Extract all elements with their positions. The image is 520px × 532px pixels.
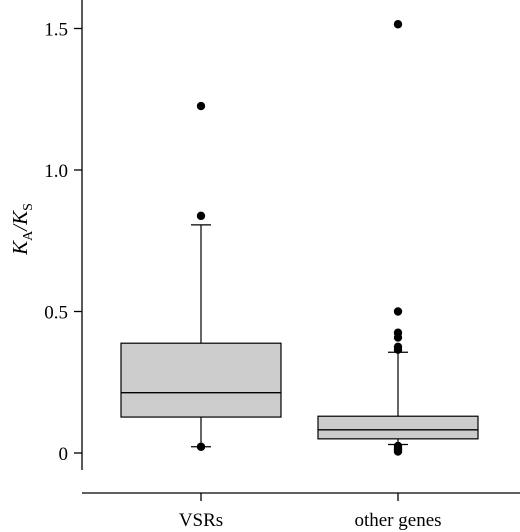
box-iqr: [317, 415, 479, 440]
x-tick-label: VSRs: [179, 510, 223, 531]
y-axis: 0 0.5 1.0 1.5: [44, 0, 83, 470]
y-tick-label: 0.5: [44, 303, 68, 324]
outlier-point: [393, 342, 403, 352]
outlier-point: [393, 328, 403, 337]
y-axis-label: KA/KS: [8, 203, 36, 256]
y-tick-label: 0: [59, 444, 69, 465]
x-tick-label: other genes: [354, 510, 441, 531]
outlier-point: [196, 442, 206, 451]
outlier-point: [196, 101, 206, 111]
y-tick-label: 1.0: [44, 161, 68, 182]
outlier-point: [196, 211, 206, 221]
y-tick-label: 1.5: [44, 20, 68, 41]
box-group-vsrs: [120, 101, 282, 451]
boxes: [120, 20, 479, 456]
box-iqr: [120, 342, 282, 418]
outlier-point: [393, 307, 403, 316]
x-axis: VSRs other genes: [82, 492, 520, 531]
outlier-point: [393, 441, 403, 451]
outlier-point: [393, 20, 403, 29]
box-group-other-genes: [317, 20, 479, 456]
